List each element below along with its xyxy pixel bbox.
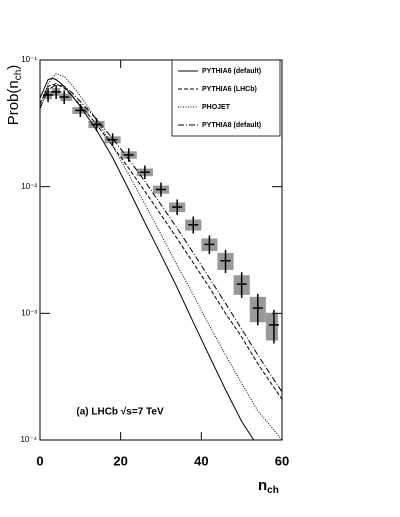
data-point — [252, 293, 263, 326]
legend-label: PYTHIA6 (default) — [202, 68, 261, 75]
x-tick-label: 40 — [194, 453, 208, 468]
y-tick-label: 10⁻⁴ — [20, 435, 37, 444]
y-tick-label: 10⁻² — [21, 182, 37, 191]
x-tick-label: 0 — [36, 453, 43, 468]
y-label-sub: ch — [13, 70, 24, 81]
data-point — [156, 182, 166, 197]
data-point — [51, 85, 62, 99]
mc-line — [40, 77, 255, 440]
y-tick-label: 10⁻¹ — [21, 55, 37, 64]
x-label-main: n — [258, 477, 267, 494]
error-band — [265, 312, 278, 341]
data-point — [59, 90, 70, 104]
data-point — [268, 309, 279, 344]
data-point — [107, 133, 118, 147]
legend-label: PHOJET — [202, 104, 231, 111]
mc-line — [40, 84, 282, 393]
legend-label: PYTHIA6 (LHCb) — [202, 86, 257, 93]
data-point — [220, 249, 231, 273]
x-tick-label: 20 — [113, 453, 127, 468]
y-label-end: ) — [5, 65, 22, 70]
legend-label: PYTHIA8 (default) — [202, 122, 261, 129]
data-point — [172, 199, 183, 216]
x-axis-label: nch — [258, 477, 279, 496]
mc-line — [40, 73, 282, 440]
legend-box — [171, 59, 281, 137]
y-tick-label: 10⁻³ — [21, 308, 37, 317]
data-point — [139, 165, 150, 180]
data-point — [188, 216, 199, 234]
mc-line — [40, 83, 282, 400]
plot-frame — [39, 59, 283, 441]
y-label-main: Prob(n — [5, 80, 22, 125]
plot-area — [40, 73, 282, 440]
annotation: (a) LHCb √s=7 TeV — [76, 407, 164, 418]
y-axis-label: Prob(nch) — [5, 65, 24, 126]
x-tick-label: 60 — [275, 453, 289, 468]
data-point — [236, 272, 247, 298]
data-point — [204, 235, 215, 255]
x-label-sub: ch — [267, 485, 279, 496]
